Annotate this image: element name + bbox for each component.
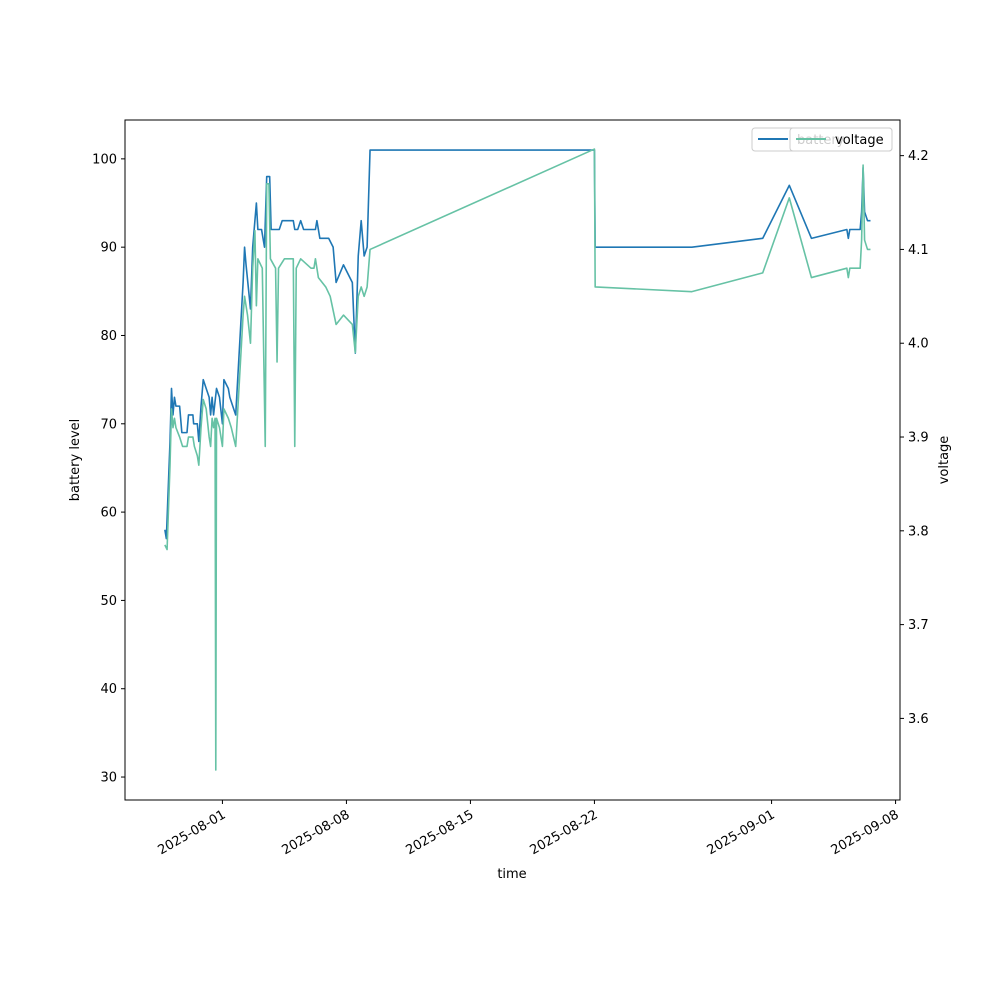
y-tick-label: 90 bbox=[100, 241, 117, 256]
y-tick-label: 80 bbox=[100, 329, 117, 344]
y2-tick-label: 4.0 bbox=[908, 337, 929, 352]
legend-voltage-frame bbox=[789, 127, 893, 152]
y2-tick-label: 3.7 bbox=[908, 618, 929, 633]
y2-tick-label: 3.6 bbox=[908, 712, 929, 727]
plot-frame bbox=[124, 119, 901, 801]
y-tick-label: 40 bbox=[100, 682, 117, 697]
legend-voltage: voltage bbox=[789, 127, 893, 152]
y-axis-label: battery level bbox=[68, 419, 83, 502]
series-layer bbox=[164, 148, 871, 771]
y-tick-label: 100 bbox=[92, 152, 117, 167]
series-line-voltage bbox=[164, 148, 871, 771]
y-axis-right: 3.6 3.7 3.8 3.9 4.0 4.1 4.2 bbox=[900, 149, 929, 727]
y2-tick-label: 3.8 bbox=[908, 524, 929, 539]
y2-tick-label: 4.1 bbox=[908, 243, 929, 258]
y2-tick-label: 4.2 bbox=[908, 149, 929, 164]
series-line-battery bbox=[164, 149, 871, 540]
y2-tick-label: 3.9 bbox=[908, 431, 929, 446]
legend-voltage-label: voltage bbox=[835, 133, 884, 148]
y-tick-label: 50 bbox=[100, 594, 117, 609]
y-tick-label: 30 bbox=[100, 771, 117, 786]
x-axis-label: time bbox=[497, 867, 526, 882]
y-tick-label: 60 bbox=[100, 506, 117, 521]
y2-axis-label: voltage bbox=[937, 436, 952, 485]
y-axis-left: 30 40 50 60 70 80 90 100 bbox=[92, 152, 125, 786]
y-tick-label: 70 bbox=[100, 417, 117, 432]
